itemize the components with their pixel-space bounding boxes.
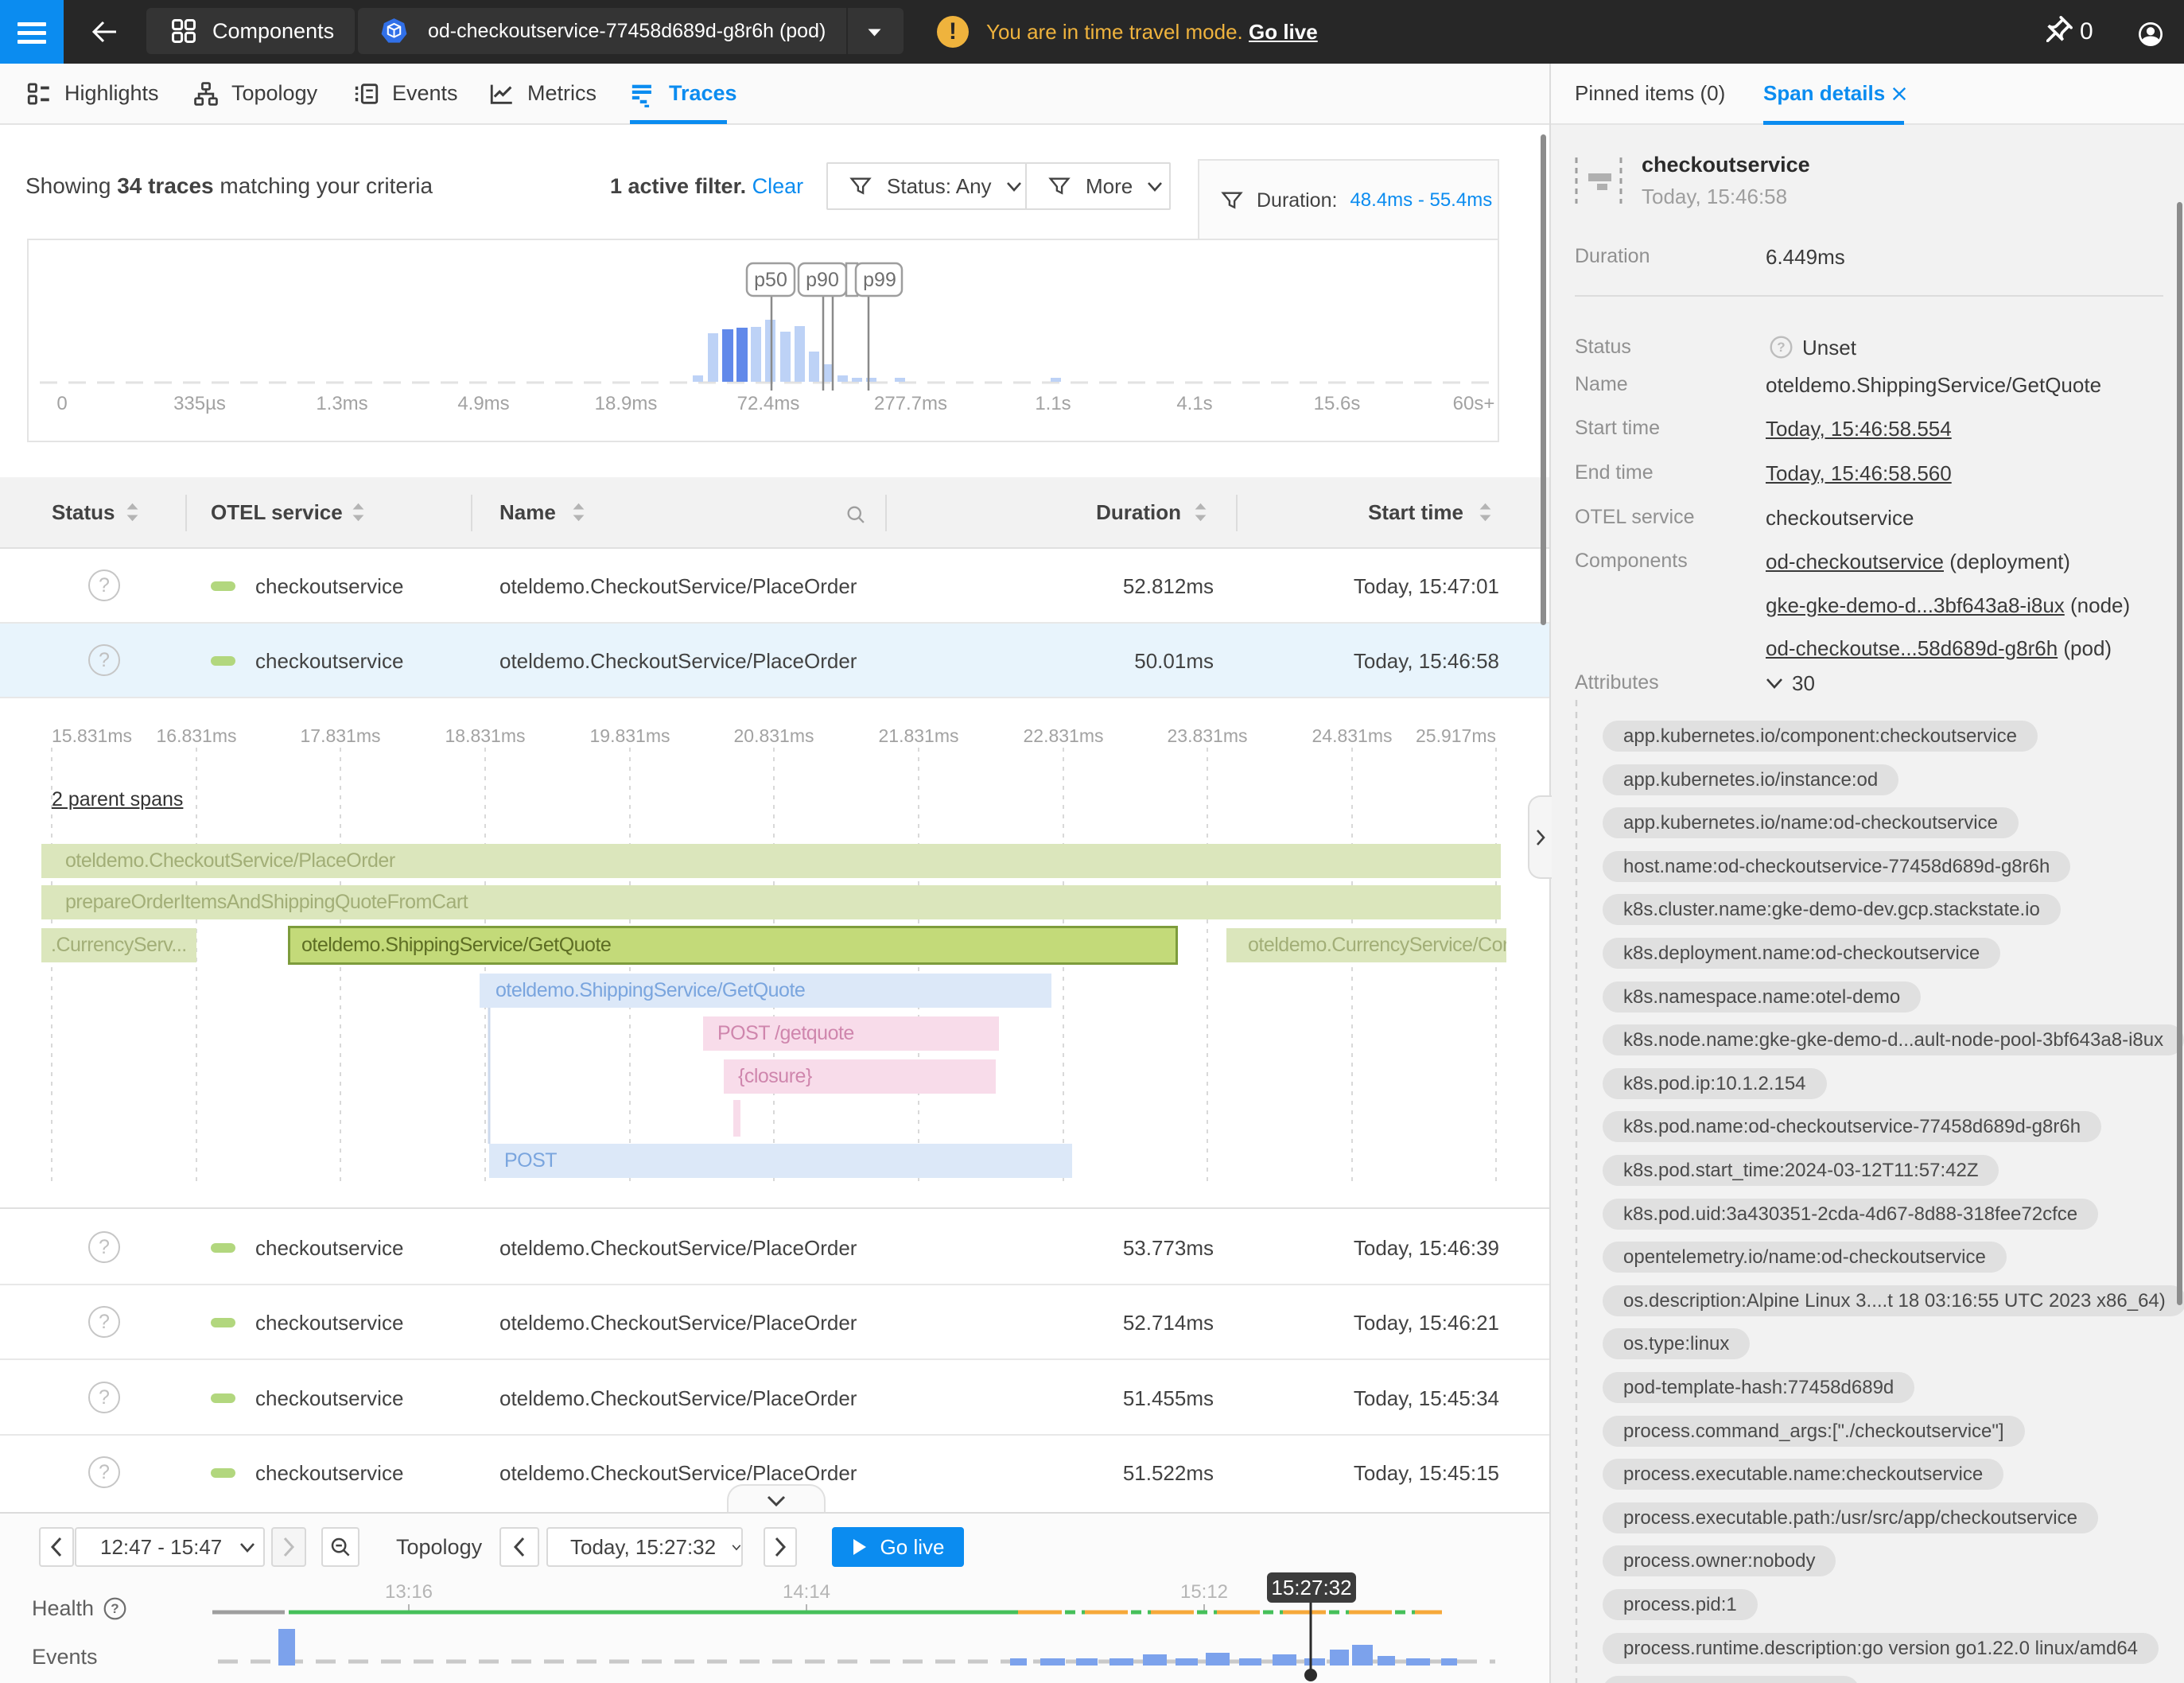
svg-text:22.831ms: 22.831ms (1023, 725, 1103, 746)
svg-text:14:14: 14:14 (783, 1581, 830, 1603)
svg-text:18.9ms: 18.9ms (595, 393, 658, 414)
svg-text:15.831ms: 15.831ms (52, 725, 132, 746)
svg-text:?: ? (1777, 340, 1785, 355)
svg-text:23.831ms: 23.831ms (1167, 725, 1247, 746)
svg-text:p50: p50 (754, 269, 787, 291)
svg-text:p90: p90 (806, 269, 839, 291)
svg-text:?: ? (111, 1601, 119, 1616)
svg-text:18.831ms: 18.831ms (445, 725, 525, 746)
svg-text:13:16: 13:16 (385, 1581, 433, 1603)
svg-text:25.917ms: 25.917ms (1416, 725, 1496, 746)
svg-text:24.831ms: 24.831ms (1312, 725, 1392, 746)
svg-text:4.9ms: 4.9ms (457, 393, 509, 414)
svg-text:20.831ms: 20.831ms (733, 725, 814, 746)
svg-text:60s+: 60s+ (1453, 393, 1495, 414)
svg-text:72.4ms: 72.4ms (737, 393, 800, 414)
svg-text:17.831ms: 17.831ms (300, 725, 380, 746)
svg-text:16.831ms: 16.831ms (156, 725, 236, 746)
svg-text:15.6s: 15.6s (1314, 393, 1361, 414)
svg-text:0: 0 (56, 393, 67, 414)
svg-text:335µs: 335µs (173, 393, 226, 414)
svg-text:1.3ms: 1.3ms (316, 393, 367, 414)
svg-text:1.1s: 1.1s (1035, 393, 1071, 414)
svg-text:21.831ms: 21.831ms (878, 725, 958, 746)
svg-text:15:27:32: 15:27:32 (1271, 1576, 1351, 1599)
svg-text:4.1s: 4.1s (1176, 393, 1212, 414)
svg-text:15:12: 15:12 (1180, 1581, 1228, 1603)
svg-text:p99: p99 (863, 269, 896, 291)
svg-text:19.831ms: 19.831ms (589, 725, 670, 746)
svg-text:277.7ms: 277.7ms (874, 393, 947, 414)
